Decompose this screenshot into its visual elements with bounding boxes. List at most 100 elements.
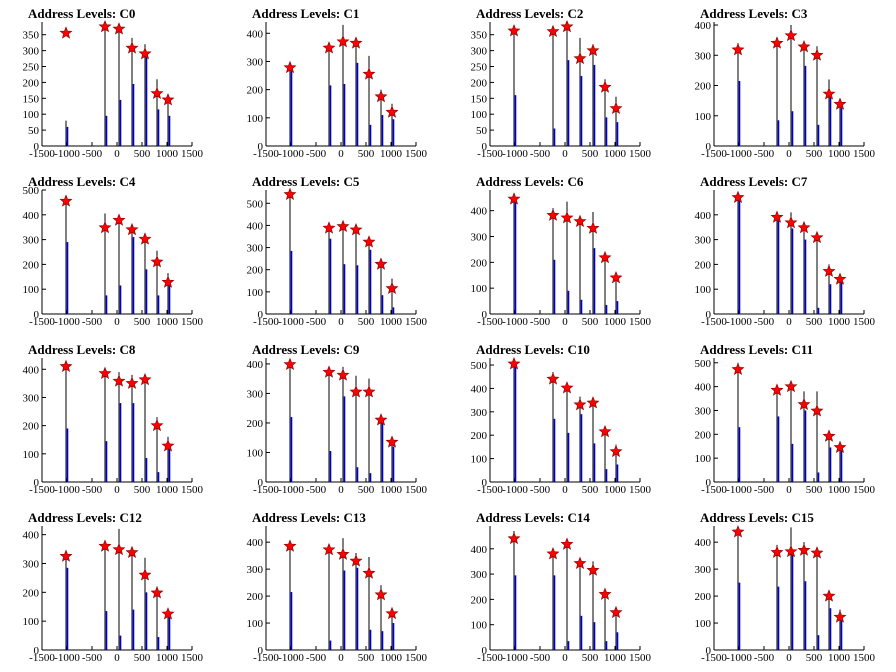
star-marker [833,97,847,110]
star-marker [112,374,126,387]
star-marker [150,586,164,599]
x-tick-label: -500 [306,652,327,664]
chart-title: Address Levels: C15 [700,510,814,525]
y-tick-label: 500 [471,360,488,372]
star-marker [374,257,388,270]
chart-title: Address Levels: C14 [476,510,590,525]
x-tick-label: 1500 [181,652,204,664]
y-tick-label: 300 [23,46,40,58]
x-tick-label: -500 [82,148,103,160]
y-tick-label: 100 [247,618,264,630]
x-tick-label: 500 [806,316,823,328]
star-marker [98,539,112,552]
star-marker [59,194,73,207]
y-tick-label: 100 [23,616,40,628]
y-tick-label: 100 [247,447,264,459]
x-tick-label: -1500 [701,316,727,328]
x-tick-label: 1500 [629,484,652,496]
x-tick-label: 1000 [380,316,403,328]
y-tick-label: 300 [471,569,488,581]
y-tick-label: 300 [471,232,488,244]
star-marker [322,221,336,234]
star-marker [609,101,623,115]
star-marker [138,372,152,386]
x-tick-label: -1000 [278,484,304,496]
star-marker [507,531,521,545]
x-tick-label: 1000 [604,484,627,496]
x-tick-label: -500 [82,316,103,328]
x-tick-label: 0 [114,484,120,496]
star-marker [138,46,152,60]
chart-title: Address Levels: C12 [28,510,142,525]
y-tick-label: 0 [34,309,40,321]
chart-title: Address Levels: C10 [476,342,590,357]
y-tick-label: 200 [471,77,488,89]
x-tick-label: -1500 [477,484,503,496]
x-tick-label: -1000 [726,484,752,496]
y-tick-label: 100 [23,449,40,461]
star-marker [161,275,175,288]
x-tick-label: 1000 [156,652,179,664]
chart-title: Address Levels: C4 [28,174,136,189]
x-tick-label: 0 [786,316,792,328]
x-tick-label: -1000 [726,652,752,664]
y-tick-label: 300 [471,407,488,419]
x-tick-label: 1500 [405,316,428,328]
y-tick-label: 400 [247,359,264,371]
x-tick-label: 0 [786,484,792,496]
y-tick-label: 300 [23,558,40,570]
x-tick-label: -1500 [253,316,279,328]
x-tick-label: -500 [530,148,551,160]
x-tick-label: -1000 [278,652,304,664]
star-marker [784,379,798,393]
y-tick-label: 400 [471,544,488,556]
star-marker [98,366,112,380]
x-tick-label: 1500 [405,652,428,664]
y-tick-label: 100 [23,109,40,121]
star-marker [833,440,847,453]
star-marker [374,89,388,103]
x-tick-label: -1500 [701,484,727,496]
y-tick-label: 0 [258,645,264,657]
star-marker [125,545,139,559]
chart-panel: Address Levels: C7 0 100 200 300 400 -1500 -100… [695,174,876,328]
y-tick-label: 0 [482,477,488,489]
y-tick-label: 250 [471,62,488,74]
y-tick-label: 300 [695,564,712,576]
x-tick-label: -1000 [726,316,752,328]
star-marker [336,34,350,48]
x-tick-label: 500 [134,652,151,664]
star-marker [810,230,824,244]
chart-panel: Address Levels: C3 0 100 200 300 400 -1500 -100… [695,6,876,160]
x-tick-label: 0 [338,652,344,664]
x-tick-label: -500 [754,484,775,496]
star-marker [797,220,811,234]
y-tick-label: 300 [695,405,712,417]
star-marker [112,542,126,556]
chart-panel: Address Levels: C12 0 100 200 300 400 -1500 -10… [23,510,204,664]
x-tick-label: -1000 [54,148,80,160]
star-marker [797,39,811,53]
y-tick-label: 200 [247,591,264,603]
star-marker [784,544,798,558]
star-marker [598,424,612,438]
y-tick-label: 0 [34,477,40,489]
chart-title: Address Levels: C3 [700,6,808,21]
y-tick-label: 200 [695,81,712,93]
y-tick-label: 0 [482,141,488,153]
y-tick-label: 50 [28,125,40,137]
star-marker [770,545,784,558]
y-tick-label: 200 [23,77,40,89]
x-tick-label: 1500 [405,148,428,160]
x-tick-label: 0 [114,148,120,160]
star-marker [385,606,399,620]
x-tick-label: 1500 [181,484,204,496]
x-tick-label: -1500 [29,148,55,160]
y-tick-label: 400 [471,206,488,218]
x-tick-label: 1000 [156,484,179,496]
y-tick-label: 0 [482,645,488,657]
y-tick-label: 0 [482,309,488,321]
chart-title: Address Levels: C1 [252,6,359,21]
chart-title: Address Levels: C7 [700,174,808,189]
chart-panel: Address Levels: C1 0 100 200 300 400 -1500 -100… [247,6,428,160]
